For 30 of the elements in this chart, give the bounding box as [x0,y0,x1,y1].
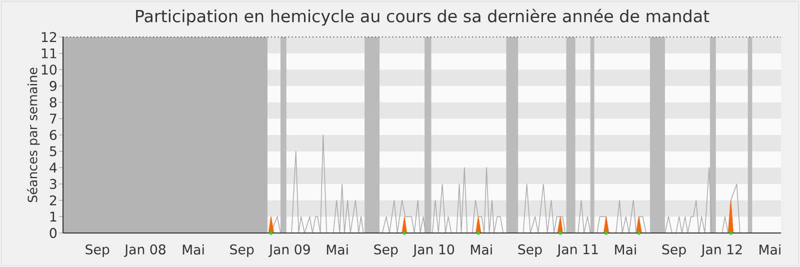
x-tick-label: Jan 09 [268,244,310,257]
y-tick-label: 12 [42,32,56,42]
y-tick-label: 7 [50,114,56,124]
x-tick-label: Jan 11 [556,244,598,257]
y-axis-title: Séances par semaine [26,68,40,202]
y-tick-label: 0 [50,228,57,238]
x-tick-label: Mai [326,244,348,255]
x-tick-label: Mai [615,244,636,255]
x-tick-label: Mai [182,244,204,255]
chart-title: Participation en hemicycle au cours de sa dernière année de mandat [136,8,710,26]
x-tick-label: Jan 12 [700,244,742,257]
x-tick-label: Mai [471,244,492,255]
y-tick-label: 11 [42,48,56,58]
y-tick-label: 8 [50,97,56,108]
x-tick-label: Jan 10 [412,244,454,257]
y-tick-label: 10 [42,64,57,75]
x-tick-label: Sep [86,244,110,258]
y-tick-label: 2 [50,195,56,206]
x-tick-label: Sep [518,244,542,258]
x-tick-label: Sep [230,244,254,258]
x-tick-label: Mai [760,244,780,255]
y-tick-label: 1 [50,212,56,222]
y-tick-label: 6 [50,130,57,140]
x-tick-label: Sep [662,244,686,258]
y-tick-label: 4 [50,162,57,173]
y-tick-label: 5 [50,146,56,156]
x-tick-label: Sep [374,244,398,258]
y-tick-label: 3 [50,178,56,190]
x-tick-label: Jan 08 [124,244,166,257]
y-tick-label: 9 [50,80,56,92]
